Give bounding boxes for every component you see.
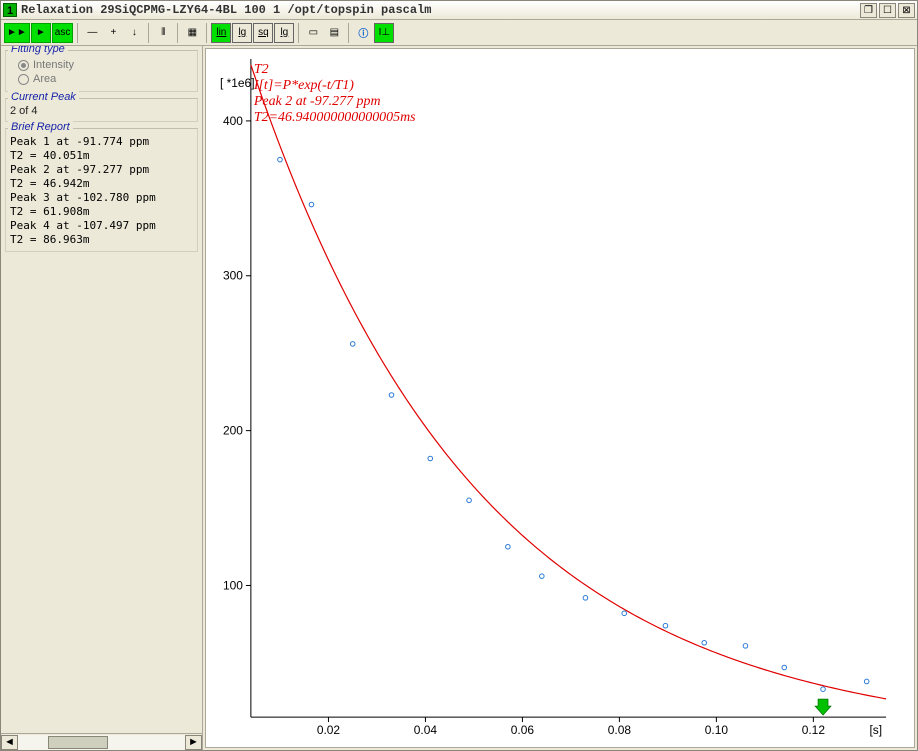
svg-text:400: 400	[223, 114, 243, 128]
report-button[interactable]: ▤	[324, 23, 344, 43]
separator-icon	[148, 23, 149, 43]
separator-icon	[206, 23, 207, 43]
window-title: Relaxation 29SiQCPMG-LZY64-4BL 100 1 /op…	[21, 3, 860, 17]
scroll-track[interactable]	[18, 735, 185, 750]
radio-intensity-label: Intensity	[33, 59, 74, 71]
separator-icon	[348, 23, 349, 43]
maximize-icon[interactable]: ☐	[879, 3, 896, 18]
radio-area-label: Area	[33, 73, 56, 85]
radio-intensity[interactable]: Intensity	[18, 59, 193, 71]
svg-text:200: 200	[223, 424, 243, 438]
scroll-left-icon[interactable]: ◄	[1, 735, 18, 750]
brief-report-legend: Brief Report	[8, 121, 73, 133]
sidebar: Fitting type Intensity Area Current Peak…	[1, 46, 203, 750]
lg-x-button[interactable]: lg	[274, 23, 294, 43]
brief-report-panel: Brief Report Peak 1 at -91.774 ppmT2 = 4…	[5, 128, 198, 252]
brief-report-text: Peak 1 at -91.774 ppmT2 = 40.051mPeak 2 …	[10, 135, 193, 247]
svg-text:100: 100	[223, 578, 243, 592]
fitting-type-legend: Fitting type	[8, 46, 68, 55]
svg-text:I[t]=P*exp(-t/T1): I[t]=P*exp(-t/T1)	[253, 78, 354, 93]
sidebar-hscrollbar[interactable]: ◄ ►	[1, 733, 202, 750]
app-window: 1 Relaxation 29SiQCPMG-LZY64-4BL 100 1 /…	[0, 0, 918, 751]
lg-y-button[interactable]: lg	[232, 23, 252, 43]
svg-text:0.08: 0.08	[608, 723, 632, 737]
body: Fitting type Intensity Area Current Peak…	[1, 46, 917, 750]
svg-text:[s]: [s]	[869, 723, 882, 737]
sq-button[interactable]: sq	[253, 23, 273, 43]
svg-text:0.04: 0.04	[414, 723, 438, 737]
svg-text:0.10: 0.10	[705, 723, 729, 737]
current-peak-legend: Current Peak	[8, 91, 79, 103]
info-button[interactable]: ⓘ	[353, 23, 373, 43]
close-icon[interactable]: ⊠	[898, 3, 915, 18]
svg-text:Peak 2 at -97.277 ppm: Peak 2 at -97.277 ppm	[253, 94, 381, 109]
svg-text:0.06: 0.06	[511, 723, 535, 737]
svg-text:0.12: 0.12	[802, 723, 826, 737]
titlebar: 1 Relaxation 29SiQCPMG-LZY64-4BL 100 1 /…	[1, 1, 917, 20]
play-button[interactable]: ►	[31, 23, 51, 43]
current-peak-text: 2 of 4	[10, 105, 193, 117]
fast-forward-button[interactable]: ►►	[4, 23, 30, 43]
svg-text:T2: T2	[254, 62, 269, 77]
svg-text:0.02: 0.02	[317, 723, 341, 737]
asc-button[interactable]: asc	[52, 23, 74, 43]
separator-icon	[177, 23, 178, 43]
separator-icon	[77, 23, 78, 43]
current-peak-panel: Current Peak 2 of 4	[5, 98, 198, 122]
integrate-button[interactable]: I⊥	[374, 23, 394, 43]
restore-icon[interactable]: ❐	[860, 3, 877, 18]
zoom-out-button[interactable]: —	[82, 23, 102, 43]
scroll-thumb[interactable]	[48, 736, 108, 749]
toolbar: ►► ► asc — + ↓ ⦀ ▦ lin lg sq lg ▭ ▤ ⓘ I⊥	[1, 20, 917, 46]
scroll-right-icon[interactable]: ►	[185, 735, 202, 750]
svg-text:T2=46.940000000000005ms: T2=46.940000000000005ms	[254, 110, 416, 125]
svg-text:300: 300	[223, 269, 243, 283]
lin-scale-button[interactable]: lin	[211, 23, 231, 43]
scroll-down-button[interactable]: ↓	[124, 23, 144, 43]
radio-icon	[18, 74, 29, 85]
radio-area[interactable]: Area	[18, 73, 193, 85]
svg-text:[ *1e6]: [ *1e6]	[220, 76, 255, 90]
zoom-in-button[interactable]: +	[103, 23, 123, 43]
ruler-button[interactable]: ⦀	[153, 23, 173, 43]
fitting-type-panel: Fitting type Intensity Area	[5, 50, 198, 92]
grid-button[interactable]: ▦	[182, 23, 202, 43]
relaxation-chart: 100 200 300 400 [ *1e6] 0.02 0.04 0.06 0.08 0.10 0…	[206, 49, 914, 747]
window-number-badge: 1	[3, 3, 17, 17]
radio-icon	[18, 60, 29, 71]
plot-area[interactable]: 100 200 300 400 [ *1e6] 0.02 0.04 0.06 0.08 0.10 0…	[205, 48, 915, 748]
region-button[interactable]: ▭	[303, 23, 323, 43]
separator-icon	[298, 23, 299, 43]
